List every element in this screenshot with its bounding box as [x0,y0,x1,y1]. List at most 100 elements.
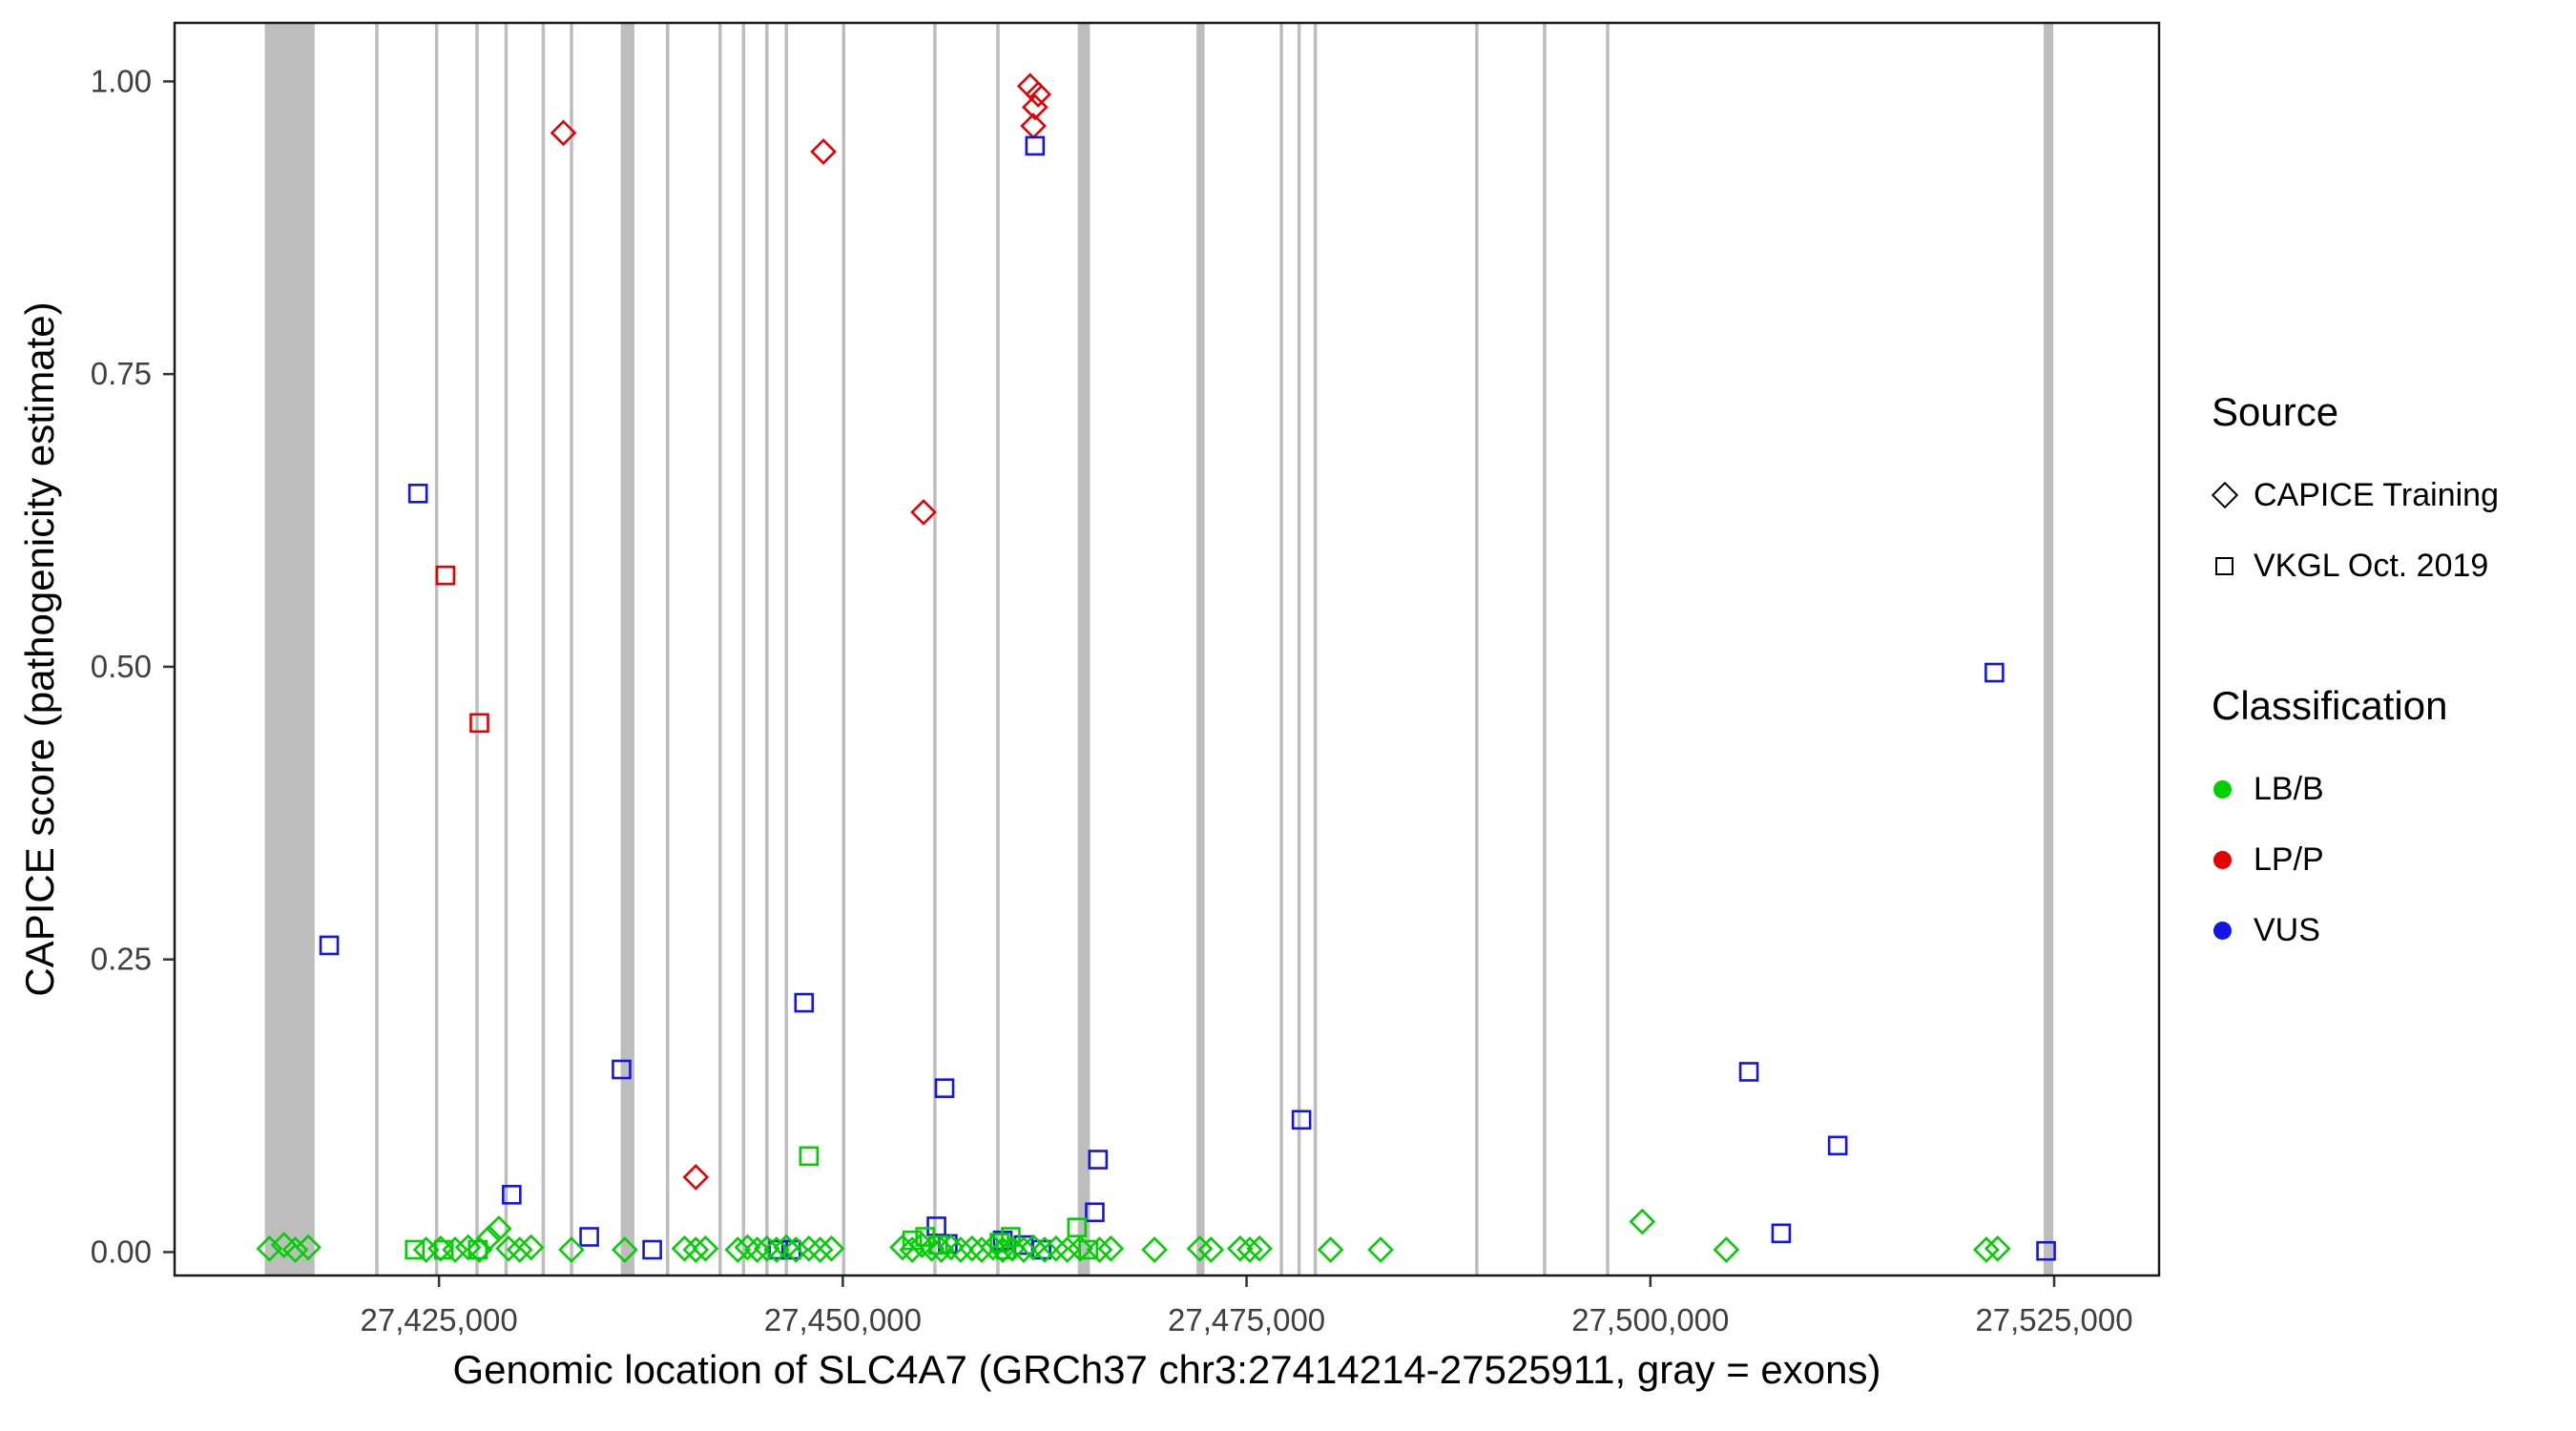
data-point-diamond [999,1234,1026,1262]
data-point-square [407,483,428,504]
x-tick-label: 27,475,000 [1168,1302,1325,1338]
exon-bar [620,23,634,1275]
data-point-square [319,935,340,956]
exon-bar [1606,23,1610,1275]
data-point-diamond [692,1234,719,1262]
data-point-diamond [1317,1236,1344,1263]
data-point-square [926,1216,946,1236]
data-point-diamond [442,1236,468,1263]
data-point-square [642,1239,662,1260]
data-point-diamond [495,1234,522,1262]
data-point-diamond [958,1234,986,1262]
data-point-square [1088,1150,1109,1170]
exon-bar [264,23,315,1275]
data-point-square [1085,1202,1105,1223]
data-point-diamond [1042,1234,1070,1262]
x-tick-label: 27,525,000 [1975,1302,2132,1338]
data-point-diamond [818,1234,845,1262]
panel-border [173,21,2161,1277]
data-point-diamond [918,1234,945,1262]
x-tick-label: 27,425,000 [361,1302,518,1338]
data-point-diamond [1067,1234,1094,1262]
legend-item-lbb: LB/B [2212,754,2499,824]
legend-source-title: Source [2212,389,2339,434]
x-axis-title: Genomic location of SLC4A7 (GRCh37 chr3:… [452,1347,1881,1392]
data-point-diamond [558,1236,585,1263]
legend-item-label: LB/B [2254,770,2324,807]
data-point-diamond [979,1234,1007,1261]
exon-bar [541,23,546,1275]
legend-item-label: VKGL Oct. 2019 [2254,547,2489,584]
exon-bar [1543,23,1547,1275]
data-point-diamond [927,1236,955,1263]
exon-bar [475,23,479,1275]
legend-item-vus: VUS [2212,895,2499,965]
data-point-diamond [1097,1234,1125,1262]
data-point-diamond [1629,1208,1656,1235]
data-point-diamond [550,119,577,147]
data-point-diamond [968,1236,995,1263]
data-point-diamond [517,1234,545,1261]
data-point-square [435,565,456,586]
exon-bar [665,23,670,1275]
blue-dot-icon [2212,921,2254,940]
data-point-diamond [810,138,837,165]
data-point-diamond [485,1215,512,1242]
data-point-diamond [889,1234,916,1261]
data-point-diamond [908,1232,936,1258]
x-tick-label: 27,450,000 [764,1302,922,1338]
data-point-diamond [1053,1236,1081,1263]
legend-classification-title: Classification [2212,683,2448,728]
y-tick-label: 0.75 [91,356,152,391]
y-tick-label: 0.25 [91,942,152,977]
data-point-diamond [1086,1236,1113,1263]
exon-bar [434,23,439,1275]
data-point-diamond [682,1236,710,1263]
exon-bar [765,23,769,1275]
data-point-square [1025,135,1046,156]
exon-bar [996,23,1000,1275]
y-axis-title: CAPICE score (pathogenicity estimate) [17,301,62,997]
data-point-diamond [611,1236,638,1263]
plot-panel [175,23,2159,1275]
exon-bar [504,23,509,1275]
data-point-diamond [743,1236,771,1263]
exon-bar [933,23,937,1275]
data-point-square [2036,1240,2056,1261]
data-point-diamond [475,1224,503,1252]
exon-bar [1196,23,1205,1275]
data-point-diamond [1236,1236,1263,1263]
data-point-diamond [1021,93,1049,121]
data-point-diamond [1197,1236,1225,1263]
data-point-diamond [782,1236,810,1263]
data-point-square [469,713,489,734]
data-point-square [794,992,815,1013]
data-point-diamond [295,1234,322,1261]
data-point-diamond [671,1234,698,1262]
y-tick-label: 0.00 [91,1234,152,1269]
data-point-diamond [1010,1236,1037,1263]
legend: Source CAPICE Training VKGL Oct. 2019 Cl… [2211,389,2499,965]
data-point-diamond [795,1234,822,1262]
data-point-square [1291,1110,1312,1130]
y-tick-label: 0.50 [91,649,152,684]
data-point-square [1067,1217,1088,1237]
data-point-diamond [734,1234,761,1261]
red-dot-icon [2212,850,2254,869]
exon-bar [841,23,846,1275]
exon-bar [1279,23,1283,1275]
data-point-diamond [1025,81,1052,108]
exon-bar [1475,23,1479,1275]
data-point-diamond [763,1236,790,1263]
exon-bar [375,23,379,1275]
data-point-square [579,1227,599,1247]
x-tick-label: 27,500,000 [1571,1302,1729,1338]
data-point-square [1738,1062,1759,1082]
data-point-diamond [682,1164,710,1191]
diamond-shape-icon [2211,481,2254,509]
green-dot-icon [2212,779,2254,798]
data-point-diamond [910,499,937,526]
exon-bar [2044,23,2054,1275]
data-point-diamond [724,1236,752,1263]
